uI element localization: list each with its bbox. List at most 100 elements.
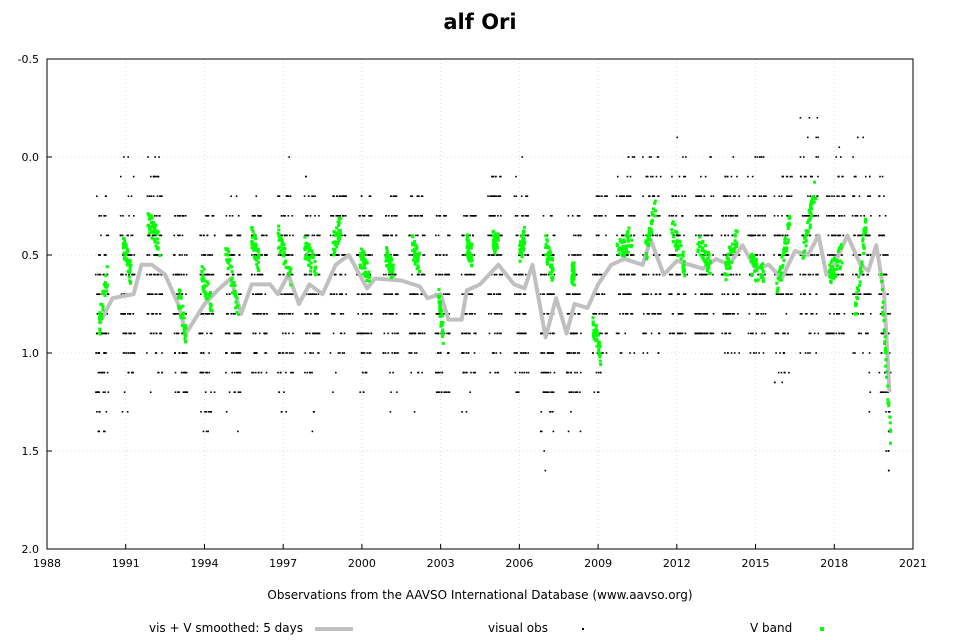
visual-obs-point — [287, 254, 290, 256]
visual-obs-point — [700, 273, 703, 276]
visual-obs-point — [392, 313, 394, 315]
visual-obs-point — [391, 234, 393, 237]
visual-obs-point — [619, 215, 622, 217]
visual-obs-point — [598, 313, 601, 315]
visual-obs-point — [513, 352, 516, 354]
visual-obs-point — [724, 332, 727, 335]
visual-obs-point — [210, 391, 212, 393]
visual-obs-point — [732, 273, 735, 276]
vband-point — [358, 254, 362, 258]
visual-obs-point — [447, 273, 449, 276]
visual-obs-point — [777, 371, 780, 374]
visual-obs-point — [384, 313, 387, 315]
visual-obs-point — [671, 195, 674, 197]
visual-obs-point — [331, 215, 333, 217]
visual-obs-point — [258, 273, 261, 276]
visual-obs-point — [106, 273, 109, 276]
visual-obs-point — [841, 175, 844, 178]
visual-obs-point — [616, 234, 618, 237]
visual-obs-point — [154, 273, 156, 276]
vband-point — [179, 314, 183, 318]
vband-point — [546, 251, 550, 255]
visual-obs-point — [150, 332, 153, 335]
vband-point — [810, 202, 814, 206]
visual-obs-point — [265, 371, 268, 374]
vband-point — [466, 243, 470, 247]
visual-obs-point — [285, 254, 287, 256]
vband-point — [470, 264, 474, 268]
visual-obs-point — [659, 313, 662, 315]
visual-obs-point — [387, 332, 389, 335]
visual-obs-point — [290, 352, 293, 354]
visual-obs-point — [100, 215, 102, 217]
visual-obs-point — [436, 371, 439, 374]
visual-obs-point — [211, 254, 214, 256]
vband-point — [283, 261, 287, 265]
visual-obs-point — [516, 215, 519, 217]
visual-obs-point — [527, 352, 530, 354]
visual-obs-point — [128, 332, 130, 335]
visual-obs-point — [154, 175, 157, 178]
visual-obs-point — [601, 215, 603, 217]
visual-obs-point — [542, 391, 545, 393]
vband-point — [786, 226, 790, 230]
vband-point — [885, 370, 889, 374]
vband-point — [103, 281, 107, 285]
visual-obs-point — [436, 352, 439, 354]
visual-obs-point — [833, 332, 835, 335]
vband-point — [786, 241, 790, 245]
visual-obs-point — [784, 332, 786, 335]
vband-point — [278, 245, 282, 249]
visual-obs-point — [417, 332, 420, 335]
vband-point — [391, 263, 395, 267]
visual-obs-point — [620, 273, 623, 276]
visual-obs-point — [500, 175, 502, 178]
visual-obs-point — [304, 352, 307, 354]
visual-obs-point — [521, 332, 524, 335]
visual-obs-point — [799, 313, 802, 315]
visual-obs-point — [681, 195, 683, 197]
visual-obs-point — [159, 215, 161, 217]
visual-obs-point — [574, 293, 576, 295]
vband-point — [787, 221, 791, 225]
visual-obs-point — [789, 195, 791, 197]
vband-point — [544, 234, 548, 238]
vband-point — [783, 241, 787, 245]
visual-obs-point — [829, 293, 832, 295]
vband-point — [278, 251, 282, 255]
visual-obs-point — [523, 293, 526, 295]
vband-point — [802, 255, 806, 259]
visual-obs-point — [181, 332, 183, 335]
vband-point — [591, 316, 595, 320]
visual-obs-point — [121, 273, 123, 276]
visual-obs-point — [448, 313, 450, 315]
vband-point — [700, 248, 704, 252]
visual-obs-point — [184, 215, 187, 217]
x-tick-label: 1994 — [190, 557, 218, 570]
vband-point — [387, 267, 391, 271]
vband-point — [550, 256, 554, 260]
vband-point — [390, 258, 394, 262]
visual-obs-point — [332, 332, 335, 335]
vband-point — [128, 267, 132, 271]
visual-obs-point — [225, 352, 227, 354]
vband-point — [591, 333, 595, 337]
visual-obs-point — [656, 215, 659, 217]
vband-point — [653, 214, 657, 218]
vband-point — [783, 238, 787, 242]
visual-obs-point — [710, 215, 712, 217]
visual-obs-point — [237, 430, 239, 433]
visual-obs-point — [630, 273, 633, 276]
visual-obs-point — [103, 371, 106, 374]
vband-point — [810, 197, 814, 201]
visual-obs-point — [676, 136, 679, 139]
visual-obs-point — [95, 352, 98, 354]
visual-obs-point — [755, 293, 758, 295]
visual-obs-point — [791, 273, 793, 276]
visual-obs-point — [125, 273, 127, 276]
vband-point — [233, 289, 237, 293]
visual-obs-point — [316, 234, 319, 237]
visual-obs-point — [443, 254, 445, 256]
vband-point — [778, 267, 782, 271]
vband-point — [701, 246, 705, 250]
